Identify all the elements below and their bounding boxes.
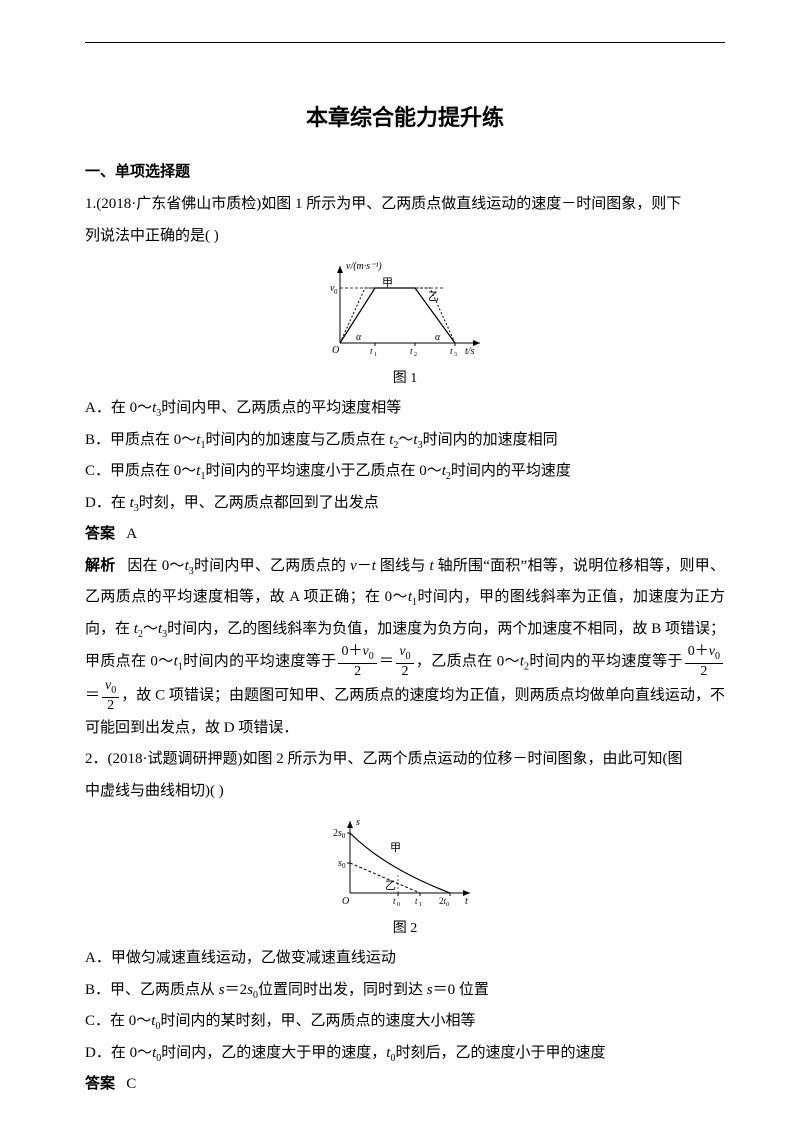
- q2-optD-3: 时刻后，乙的速度小于甲的速度: [395, 1045, 605, 1061]
- svg-text:0: 0: [342, 862, 346, 870]
- q1-e7: 时间内，甲的图线斜率为正值，加: [417, 589, 648, 605]
- svg-text:0: 0: [397, 902, 400, 908]
- q1-e3: －: [357, 558, 372, 574]
- q1-figure-caption: 图 1: [85, 367, 725, 387]
- q2-optA: A．甲做匀减速直线运动，乙做变减速直线运动: [85, 943, 725, 975]
- q1-chart-svg: v 0 甲 乙 α α O t1 t2 t3 t/s v/(m·s⁻¹): [320, 258, 490, 358]
- q1-optA-t1: A．在 0～: [85, 400, 152, 416]
- svg-text:3: 3: [454, 352, 457, 358]
- q2-optD-1: D．在 0～: [85, 1045, 152, 1061]
- q2-optB-4: ＝0 位置: [433, 982, 489, 998]
- svg-text:t: t: [465, 896, 468, 907]
- svg-text:α: α: [356, 332, 362, 343]
- top-rule: [85, 42, 725, 43]
- q1-optD: D．在 t3时刻，甲、乙两质点都回到了出发点: [85, 488, 725, 520]
- svg-text:v/(m·s⁻¹): v/(m·s⁻¹): [346, 261, 382, 272]
- q1-e2: 时间内甲、乙两质点的: [194, 558, 350, 574]
- chapter-title: 本章综合能力提升练: [85, 100, 725, 132]
- q1-e10: 时间内，乙的图线斜率为负值，加速度为负方向，两个加速度不相同，: [167, 621, 632, 637]
- svg-text:乙: 乙: [385, 879, 396, 892]
- q1-optD-1: D．在: [85, 495, 130, 511]
- q1-optB-4: 时间内的加速度相同: [423, 432, 558, 448]
- q1-e5: 轴所围“面积”相等，说明位移相等，: [434, 558, 680, 574]
- q1-e16: ，故 C 项错误；由题图可知甲、乙两质点的速度均为正值，则两质点均做: [121, 687, 605, 703]
- svg-text:O: O: [342, 896, 349, 907]
- q1-explain-label: 解析: [85, 557, 115, 574]
- q1-answer: 答案 A: [85, 519, 725, 550]
- svg-text:t: t: [450, 346, 453, 356]
- q1-optB-1: B．甲质点在 0～: [85, 432, 196, 448]
- svg-text:甲: 甲: [382, 277, 393, 289]
- q1-optA: A．在 0～t3时间内甲、乙两质点的平均速度相等: [85, 393, 725, 425]
- q2-answer: 答案 C: [85, 1069, 725, 1100]
- q2-optD: D．在 0～t0时间内，乙的速度大于甲的速度，t0时刻后，乙的速度小于甲的速度: [85, 1038, 725, 1070]
- svg-text:s: s: [356, 817, 360, 828]
- q2-figure-caption: 图 2: [85, 917, 725, 937]
- q1-e13: ，乙质点在 0～: [416, 654, 520, 670]
- svg-text:2t0: 2t0: [439, 896, 449, 908]
- q1-optC: C．甲质点在 0～t1时间内的平均速度小于乙质点在 0～t2时间内的平均速度: [85, 456, 725, 488]
- q2-figure: 2s0 s0 甲 乙 O t0 t1 2t0 t s: [85, 813, 725, 913]
- svg-text:O: O: [332, 345, 339, 356]
- svg-text:t: t: [370, 346, 373, 356]
- q1-stem-line2: 列说法中正确的是( ): [85, 221, 725, 253]
- q1-answer-label: 答案: [85, 525, 115, 542]
- q2-answer-label: 答案: [85, 1075, 115, 1092]
- section-heading-1: 一、单项选择题: [85, 160, 725, 181]
- q1-optB: B．甲质点在 0～t1时间内的加速度与乙质点在 t2～t3时间内的加速度相同: [85, 425, 725, 457]
- q1-optB-3: ～: [398, 432, 413, 448]
- q1-e14: 时间内的平均: [529, 654, 621, 670]
- q1-optB-2: 时间内的加速度与乙质点在: [205, 432, 389, 448]
- q1-optC-1: C．甲质点在 0～: [85, 463, 196, 479]
- svg-text:0: 0: [334, 288, 338, 296]
- svg-text:t/s: t/s: [465, 346, 475, 357]
- q2-optC: C．在 0～t0时间内的某时刻，甲、乙两质点的速度大小相等: [85, 1006, 725, 1038]
- q1-explain: 解析 因在 0～t3时间内甲、乙两质点的 v－t 图线与 t 轴所围“面积”相等…: [85, 550, 725, 745]
- svg-text:2: 2: [414, 352, 417, 358]
- q2-optC-1: C．在 0～: [85, 1013, 151, 1029]
- q1-optD-2: 时刻，甲、乙两质点都回到了出发点: [139, 495, 379, 511]
- q1-optC-3: 时间内的平均速度: [451, 463, 571, 479]
- q1-e12: 时间内的平均速度等于: [183, 654, 337, 670]
- q1-e9: ～: [143, 621, 158, 637]
- q1-figure: v 0 甲 乙 α α O t1 t2 t3 t/s v/(m·s⁻¹): [85, 258, 725, 363]
- svg-text:1: 1: [419, 902, 422, 908]
- q2-optD-2: 时间内，乙的速度大于甲的速度，: [161, 1045, 386, 1061]
- q1-stem-line1: 1.(2018·广东省佛山市质检)如图 1 所示为甲、乙两质点做直线运动的速度－…: [85, 189, 725, 221]
- q2-optB-3: 位置同时出发，同时到达: [258, 982, 427, 998]
- q2-answer-val: C: [126, 1076, 136, 1092]
- q2-optB-2: ＝2: [225, 982, 248, 998]
- svg-text:乙: 乙: [428, 290, 439, 303]
- q1-answer-val: A: [126, 526, 137, 542]
- q1-e4: 图线与: [376, 558, 430, 574]
- q1-optC-2: 时间内的平均速度小于乙质点在 0～: [205, 463, 441, 479]
- q1-optA-t2: 时间内甲、乙两质点的平均速度相等: [161, 400, 401, 416]
- svg-text:t: t: [415, 896, 418, 906]
- q1-e1: 因在 0～: [127, 558, 184, 574]
- svg-text:t: t: [393, 896, 396, 906]
- q2-chart-svg: 2s0 s0 甲 乙 O t0 t1 2t0 t s: [330, 813, 480, 908]
- svg-text:t: t: [410, 346, 413, 356]
- q2-stem-line1: 2．(2018·试题调研押题)如图 2 所示为甲、乙两个质点运动的位移－时间图象…: [85, 744, 725, 776]
- q2-optB: B．甲、乙两质点从 s＝2s0位置同时出发，同时到达 s＝0 位置: [85, 975, 725, 1007]
- q2-optC-2: 时间内的某时刻，甲、乙两质点的速度大小相等: [160, 1013, 475, 1029]
- q2-stem-line2: 中虚线与曲线相切)( ): [85, 776, 725, 808]
- q2-optB-1: B．甲、乙两质点从: [85, 982, 219, 998]
- svg-text:1: 1: [374, 352, 377, 358]
- svg-text:2s0: 2s0: [333, 828, 346, 840]
- q1-e15: 速度等于: [621, 654, 682, 670]
- svg-text:甲: 甲: [390, 842, 401, 854]
- svg-text:α: α: [435, 332, 441, 343]
